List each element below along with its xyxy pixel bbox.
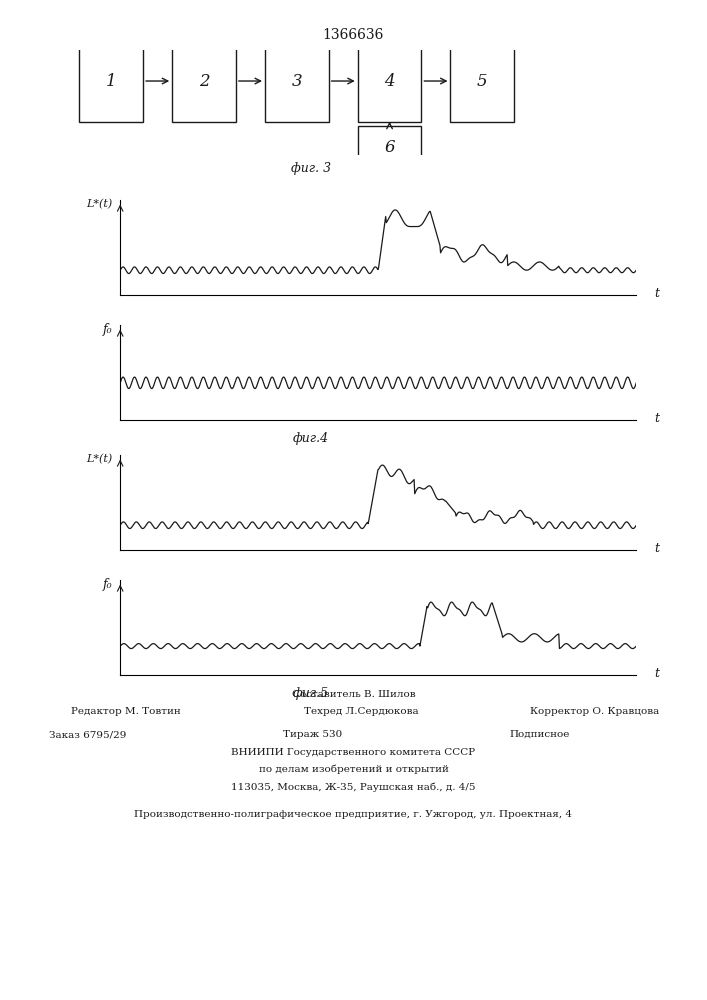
Text: t: t (655, 287, 660, 300)
Text: 4: 4 (384, 73, 395, 90)
Text: Подписное: Подписное (509, 730, 569, 739)
Text: L*(t): L*(t) (86, 199, 112, 209)
Bar (450, 40, 514, 122)
Text: L*(t): L*(t) (86, 454, 112, 464)
Bar (173, 40, 236, 122)
Bar (358, 40, 421, 122)
Text: фиг.5: фиг.5 (293, 687, 329, 700)
Text: Редактор М. Товтин: Редактор М. Товтин (71, 707, 180, 716)
Text: 2: 2 (199, 73, 209, 90)
Text: t: t (655, 542, 660, 555)
Text: ВНИИПИ Государственного комитета СССР: ВНИИПИ Государственного комитета СССР (231, 748, 476, 757)
Text: Тираж 530: Тираж 530 (283, 730, 342, 739)
Text: Заказ 6795/29: Заказ 6795/29 (49, 730, 127, 739)
Text: по делам изобретений и открытий: по делам изобретений и открытий (259, 765, 448, 775)
Text: 113035, Москва, Ж-35, Раушская наб., д. 4/5: 113035, Москва, Ж-35, Раушская наб., д. … (231, 782, 476, 792)
Text: t: t (655, 412, 660, 425)
Bar (358, 126, 421, 169)
Text: 1366636: 1366636 (323, 28, 384, 42)
Text: 1: 1 (106, 73, 117, 90)
Text: фиг.4: фиг.4 (293, 432, 329, 445)
Bar (265, 40, 329, 122)
Text: Техред Л.Сердюкова: Техред Л.Сердюкова (304, 707, 419, 716)
Text: Корректор О. Кравцова: Корректор О. Кравцова (530, 707, 660, 716)
Text: f₀: f₀ (103, 578, 112, 591)
Text: Составитель В. Шилов: Составитель В. Шилов (292, 690, 415, 699)
Text: фиг. 3: фиг. 3 (291, 162, 331, 175)
Text: t: t (655, 667, 660, 680)
Bar (79, 40, 143, 122)
Text: 6: 6 (384, 139, 395, 156)
Text: f₀: f₀ (103, 323, 112, 336)
Text: 3: 3 (291, 73, 302, 90)
Text: Производственно-полиграфическое предприятие, г. Ужгород, ул. Проектная, 4: Производственно-полиграфическое предприя… (134, 810, 573, 819)
Text: 5: 5 (477, 73, 488, 90)
